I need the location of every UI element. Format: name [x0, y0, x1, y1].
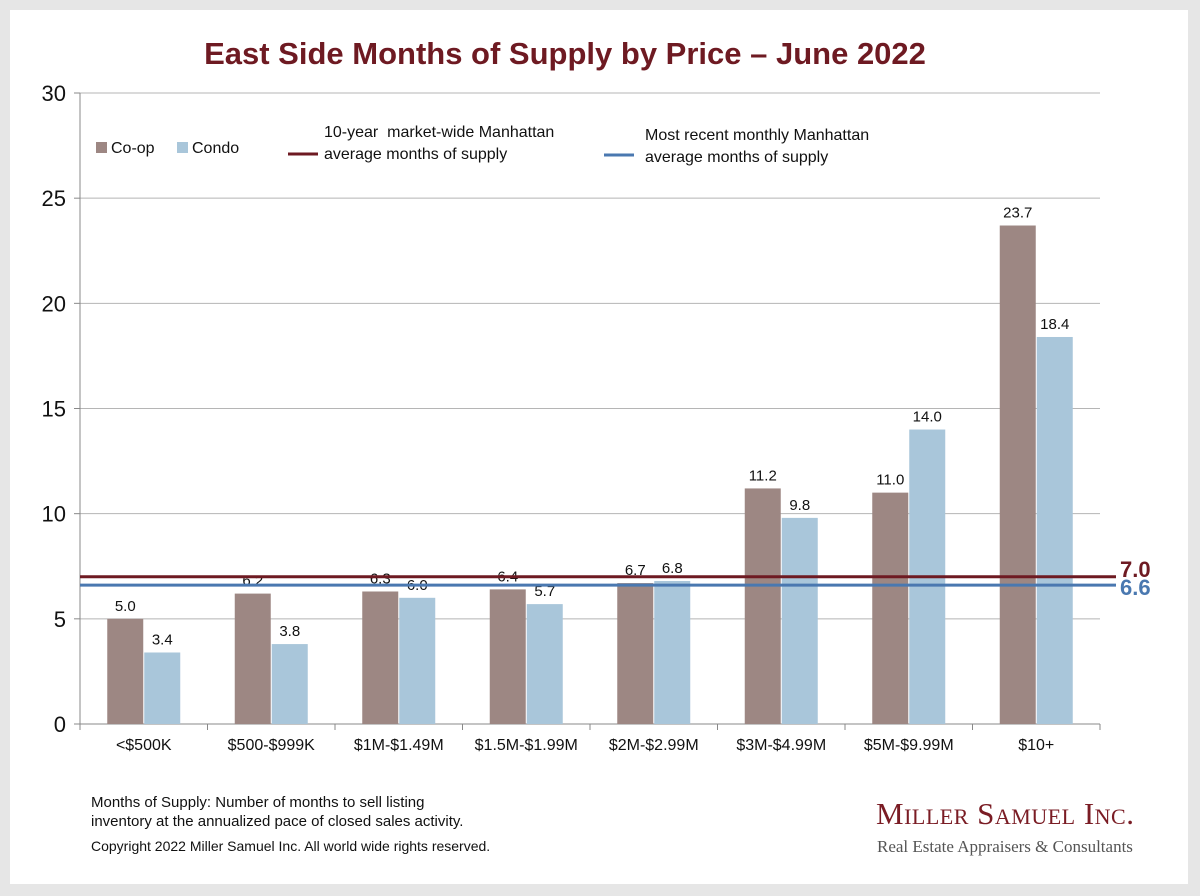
coop-value-label: 6.7 — [625, 562, 646, 579]
condo-bar — [781, 517, 818, 724]
legend-ten-year-text-2: average months of supply — [324, 146, 507, 163]
y-tick-label: 10 — [42, 502, 66, 527]
condo-bar — [144, 652, 181, 724]
coop-value-label: 5.0 — [115, 598, 136, 615]
coop-value-label: 11.0 — [876, 472, 904, 489]
y-tick-label: 15 — [42, 397, 66, 422]
coop-value-label: 6.3 — [370, 570, 391, 587]
coop-bar — [999, 225, 1036, 724]
legend-ten-year-text-1: 10-year market-wide Manhattan — [324, 124, 554, 141]
y-tick-label: 25 — [42, 186, 66, 211]
legend-condo-label: Condo — [192, 140, 239, 157]
bars — [107, 225, 1073, 724]
coop-value-label: 11.2 — [749, 467, 777, 484]
coop-bar — [744, 488, 781, 724]
coop-value-label: 23.7 — [1003, 205, 1032, 222]
condo-value-label: 5.7 — [534, 583, 555, 600]
legend-condo-swatch — [177, 142, 188, 153]
condo-bar — [1036, 336, 1073, 724]
x-tick-label: $5M-$9.99M — [864, 737, 954, 754]
coop-bar — [617, 583, 654, 724]
condo-bar — [526, 604, 563, 724]
condo-value-label: 3.4 — [152, 631, 173, 648]
y-tick-label: 30 — [42, 81, 66, 106]
x-tick-label: $3M-$4.99M — [736, 737, 826, 754]
condo-value-label: 18.4 — [1040, 316, 1069, 333]
coop-bar — [872, 492, 909, 724]
coop-bar — [362, 591, 399, 724]
y-tick-label: 5 — [54, 607, 66, 632]
ten-year-average-value: 7.0 — [1120, 557, 1151, 582]
legend-recent-text-1: Most recent monthly Manhattan — [645, 127, 869, 144]
coop-bar — [107, 618, 144, 724]
x-tick-labels: <$500K $500-$999K $1M-$1.49M $1.5M-$1.99M $2… — [116, 737, 1054, 754]
reference-lines: 7.06.6 — [80, 557, 1151, 600]
x-tick-label: $1.5M-$1.99M — [475, 737, 578, 754]
x-tick-label: $1M-$1.49M — [354, 737, 444, 754]
copyright-text: Copyright 2022 Miller Samuel Inc. All wo… — [91, 838, 491, 854]
condo-value-label: 9.8 — [789, 497, 810, 514]
coop-bar — [234, 593, 271, 724]
chart-frame — [10, 10, 1188, 884]
x-tick-label: $500-$999K — [228, 737, 316, 754]
y-tick-labels: 0 5 10 15 20 25 30 — [42, 81, 66, 737]
coop-value-label: 6.2 — [242, 573, 263, 590]
legend-recent-text-2: average months of supply — [645, 149, 828, 166]
x-tick-label: $10+ — [1018, 737, 1054, 754]
footnote: Months of Supply: Number of months to se… — [91, 793, 463, 831]
footnote-line-1: Months of Supply: Number of months to se… — [91, 794, 425, 811]
recent-average-value: 6.6 — [1120, 575, 1151, 600]
legend-coop-label: Co-op — [111, 140, 155, 157]
coop-bar — [489, 589, 526, 724]
y-tick-label: 0 — [54, 712, 66, 737]
footnote-line-2: inventory at the annualized pace of clos… — [91, 813, 464, 830]
chart-title: East Side Months of Supply by Price – Ju… — [204, 36, 926, 71]
x-tick-label: <$500K — [116, 737, 172, 754]
logo-company-name: Miller Samuel Inc. — [876, 796, 1135, 831]
condo-value-label: 14.0 — [913, 409, 942, 426]
condo-value-label: 3.8 — [279, 623, 300, 640]
condo-bar — [654, 580, 691, 724]
condo-bar — [399, 597, 436, 724]
condo-value-label: 6.8 — [662, 560, 683, 577]
condo-bar — [271, 644, 308, 724]
logo-tagline: Real Estate Appraisers & Consultants — [877, 837, 1133, 856]
gridlines — [74, 92, 1101, 730]
legend-coop-swatch — [96, 142, 107, 153]
x-tick-label: $2M-$2.99M — [609, 737, 699, 754]
y-tick-label: 20 — [42, 291, 66, 316]
